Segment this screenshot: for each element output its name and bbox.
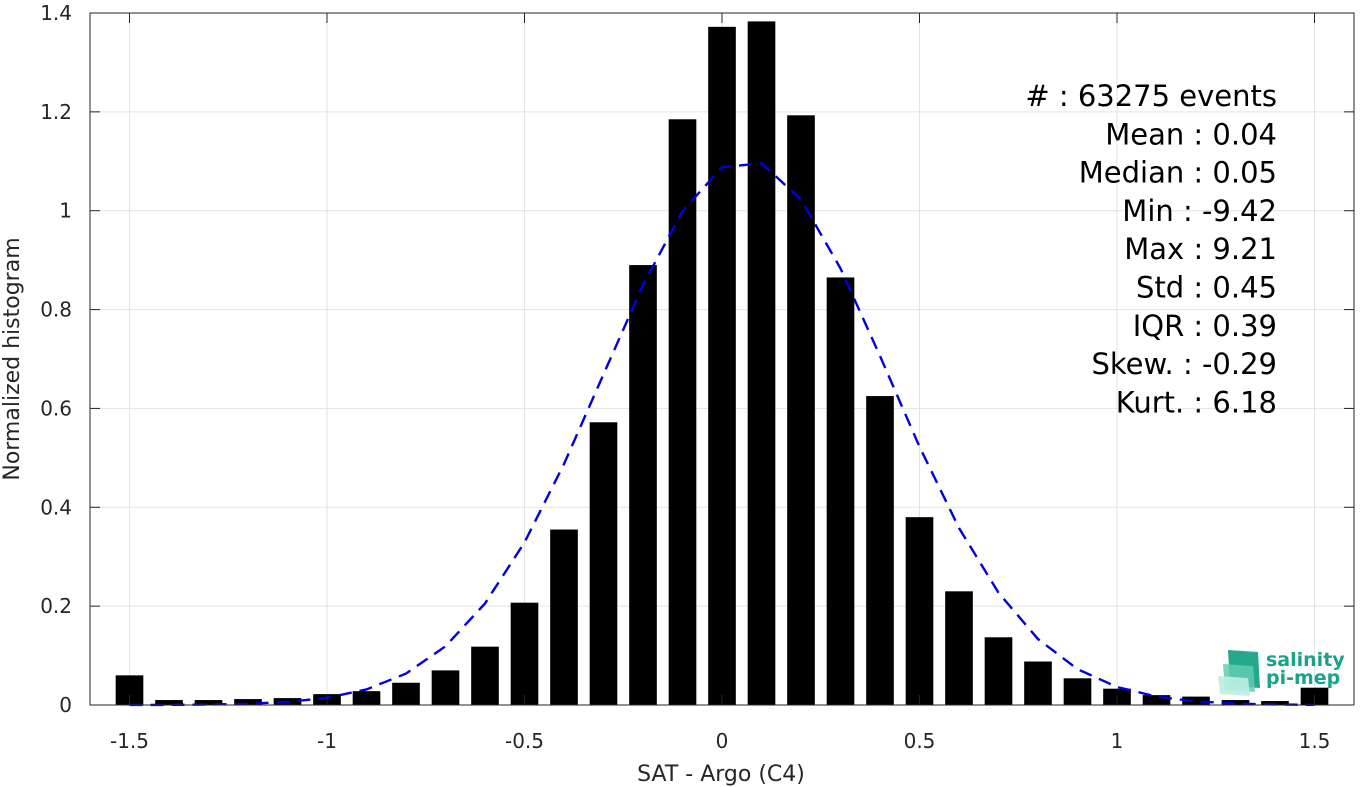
histogram-bar: [1261, 701, 1289, 705]
x-tick-label: -1: [317, 729, 337, 753]
logo-line2: pi-mep: [1266, 667, 1340, 689]
histogram-bar: [747, 21, 776, 706]
histogram-bar: [1142, 695, 1171, 705]
stats-annotation: # : 63275 events Mean : 0.04 Median : 0.05…: [1025, 79, 1277, 419]
y-tick-label: 1.4: [40, 1, 72, 25]
histogram-bar: [194, 700, 223, 705]
histogram-bar: [629, 265, 657, 705]
y-axis-label: Normalized histogram: [0, 237, 25, 480]
salinity-pimep-logo: salinity pi-mep: [1218, 649, 1345, 696]
histogram-bar: [668, 119, 697, 706]
x-tick-label: 1: [1111, 729, 1124, 753]
histogram-bar: [589, 422, 618, 705]
stat-line: Median : 0.05: [1079, 156, 1277, 190]
histogram-bar: [431, 670, 460, 705]
histogram-bar: [550, 529, 578, 705]
y-tick-label: 0.8: [40, 298, 72, 322]
y-tick-label: 0.6: [40, 396, 72, 420]
histogram-bar: [866, 396, 894, 705]
stat-line: Std : 0.45: [1136, 271, 1277, 305]
x-axis-label: SAT - Argo (C4): [637, 762, 805, 787]
histogram-bar: [392, 682, 420, 705]
histogram-bar: [471, 646, 499, 705]
histogram-bar: [1182, 696, 1210, 705]
histogram-bar: [905, 517, 934, 705]
histogram-bar: [945, 591, 973, 705]
y-tick-label: 0: [59, 693, 72, 717]
stat-line: IQR : 0.39: [1133, 309, 1277, 343]
y-tick-labels: 0 0.2 0.4 0.6 0.8 1 1.2 1.4: [40, 1, 72, 717]
x-tick-label: -0.5: [505, 729, 544, 753]
bars: [115, 21, 1329, 706]
x-tick-label: -1.5: [110, 729, 149, 753]
histogram-bar: [1221, 700, 1250, 705]
histogram-bar: [352, 691, 381, 705]
histogram-bar: [510, 602, 539, 705]
histogram-bar: [708, 26, 736, 705]
x-tick-label: 1.5: [1299, 729, 1331, 753]
histogram-bar: [787, 115, 815, 706]
y-tick-label: 1.2: [40, 100, 72, 124]
stat-line: Max : 9.21: [1124, 232, 1277, 266]
histogram-bar: [826, 277, 855, 705]
x-tick-label: 0: [716, 729, 729, 753]
histogram-bar: [1024, 661, 1052, 705]
axes: [89, 12, 1355, 706]
stat-line: Min : -9.42: [1122, 194, 1277, 228]
stat-line: Skew. : -0.29: [1091, 347, 1277, 381]
histogram-bar: [155, 700, 183, 705]
histogram-bar: [1063, 678, 1092, 705]
stat-line: Kurt. : 6.18: [1116, 385, 1277, 419]
x-tick-label: 0.5: [904, 729, 936, 753]
x-tick-labels: -1.5 -1 -0.5 0 0.5 1 1.5: [110, 729, 1330, 753]
stat-line: # : 63275 events: [1025, 79, 1277, 113]
logo-line1: salinity: [1266, 649, 1345, 671]
y-tick-label: 0.2: [40, 594, 72, 618]
histogram-bar: [984, 637, 1013, 705]
histogram-bar: [234, 699, 262, 705]
y-tick-label: 0.4: [40, 495, 72, 519]
y-tick-label: 1: [59, 199, 72, 223]
logo-icon: [1218, 650, 1260, 696]
stat-line: Mean : 0.04: [1105, 117, 1277, 151]
